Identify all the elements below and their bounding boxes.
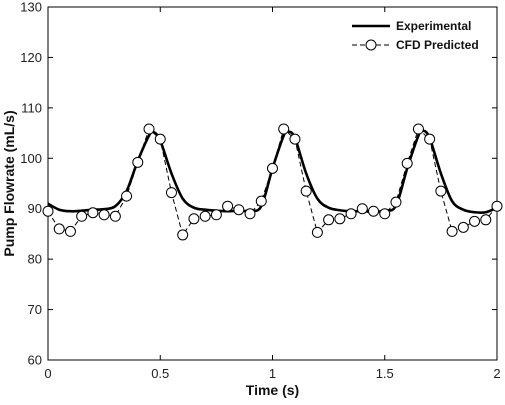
cfd-data-point bbox=[53, 223, 65, 235]
cfd-data-point bbox=[323, 214, 335, 226]
cfd-data-point bbox=[480, 214, 492, 226]
cfd-data-point bbox=[424, 133, 436, 145]
plot-frame bbox=[47, 6, 498, 361]
axes-area: 0 0.5 1 1.5 2 60 70 80 90 100 110 120 130 bbox=[20, 0, 500, 381]
cfd-data-point bbox=[401, 157, 413, 169]
cfd-data-point bbox=[300, 185, 312, 197]
y-tick-label: 120 bbox=[20, 50, 42, 65]
cfd-data-point bbox=[457, 221, 469, 233]
cfd-data-point bbox=[368, 205, 380, 217]
cfd-data-point bbox=[356, 203, 368, 215]
legend: Experimental CFD Predicted bbox=[352, 19, 479, 52]
cfd-data-point bbox=[379, 208, 391, 220]
x-axis-label: Time (s) bbox=[246, 382, 299, 398]
cfd-data-point bbox=[143, 123, 155, 135]
cfd-data-point bbox=[446, 225, 458, 237]
cfd-data-point bbox=[311, 226, 323, 238]
y-tick-label: 60 bbox=[28, 353, 42, 368]
cfd-data-point bbox=[345, 208, 357, 220]
cfd-data-point bbox=[154, 133, 166, 145]
cfd-data-point bbox=[255, 195, 267, 207]
y-tick-label: 130 bbox=[20, 0, 42, 15]
cfd-data-point bbox=[177, 229, 189, 241]
cfd-data-point bbox=[188, 213, 200, 225]
x-tick-label: 0.5 bbox=[151, 366, 169, 381]
cfd-data-point bbox=[390, 196, 402, 208]
cfd-data-point bbox=[64, 225, 76, 237]
cfd-data-point bbox=[278, 123, 290, 135]
cfd-data-point bbox=[165, 187, 177, 199]
y-tick-label: 70 bbox=[28, 302, 42, 317]
x-tick-label: 0 bbox=[44, 366, 51, 381]
cfd-data-point bbox=[334, 213, 346, 225]
cfd-data-point bbox=[233, 204, 245, 216]
cfd-data-point bbox=[132, 156, 144, 168]
x-tick-label: 1 bbox=[269, 366, 276, 381]
cfd-data-point bbox=[199, 210, 211, 222]
cfd-data-point bbox=[42, 205, 54, 217]
y-tick-label: 90 bbox=[28, 201, 42, 216]
legend-cfd-label: CFD Predicted bbox=[396, 38, 479, 52]
x-tick-label: 2 bbox=[493, 366, 500, 381]
cfd-data-point bbox=[98, 209, 110, 221]
x-tick-label: 1.5 bbox=[376, 366, 394, 381]
cfd-data-point bbox=[491, 200, 503, 212]
cfd-data-point bbox=[412, 123, 424, 135]
y-tick-label: 100 bbox=[20, 151, 42, 166]
cfd-data-point bbox=[435, 185, 447, 197]
cfd-data-point bbox=[121, 190, 133, 202]
y-tick-label: 110 bbox=[21, 100, 42, 115]
cfd-data-point bbox=[222, 200, 234, 212]
cfd-data-point bbox=[210, 209, 222, 221]
cfd-data-point bbox=[289, 133, 301, 145]
cfd-data-point bbox=[109, 210, 121, 222]
plot-series bbox=[42, 123, 503, 241]
cfd-data-point bbox=[267, 162, 278, 174]
cfd-data-point bbox=[87, 207, 99, 219]
legend-cfd-swatch-marker bbox=[365, 39, 377, 51]
cfd-data-point bbox=[469, 215, 481, 227]
cfd-data-point bbox=[76, 210, 88, 222]
cfd-data-point bbox=[244, 208, 256, 220]
y-tick-label: 80 bbox=[28, 252, 42, 267]
legend-experimental-label: Experimental bbox=[396, 19, 471, 33]
y-axis-label: Pump Flowrate (mL/s) bbox=[1, 110, 17, 256]
